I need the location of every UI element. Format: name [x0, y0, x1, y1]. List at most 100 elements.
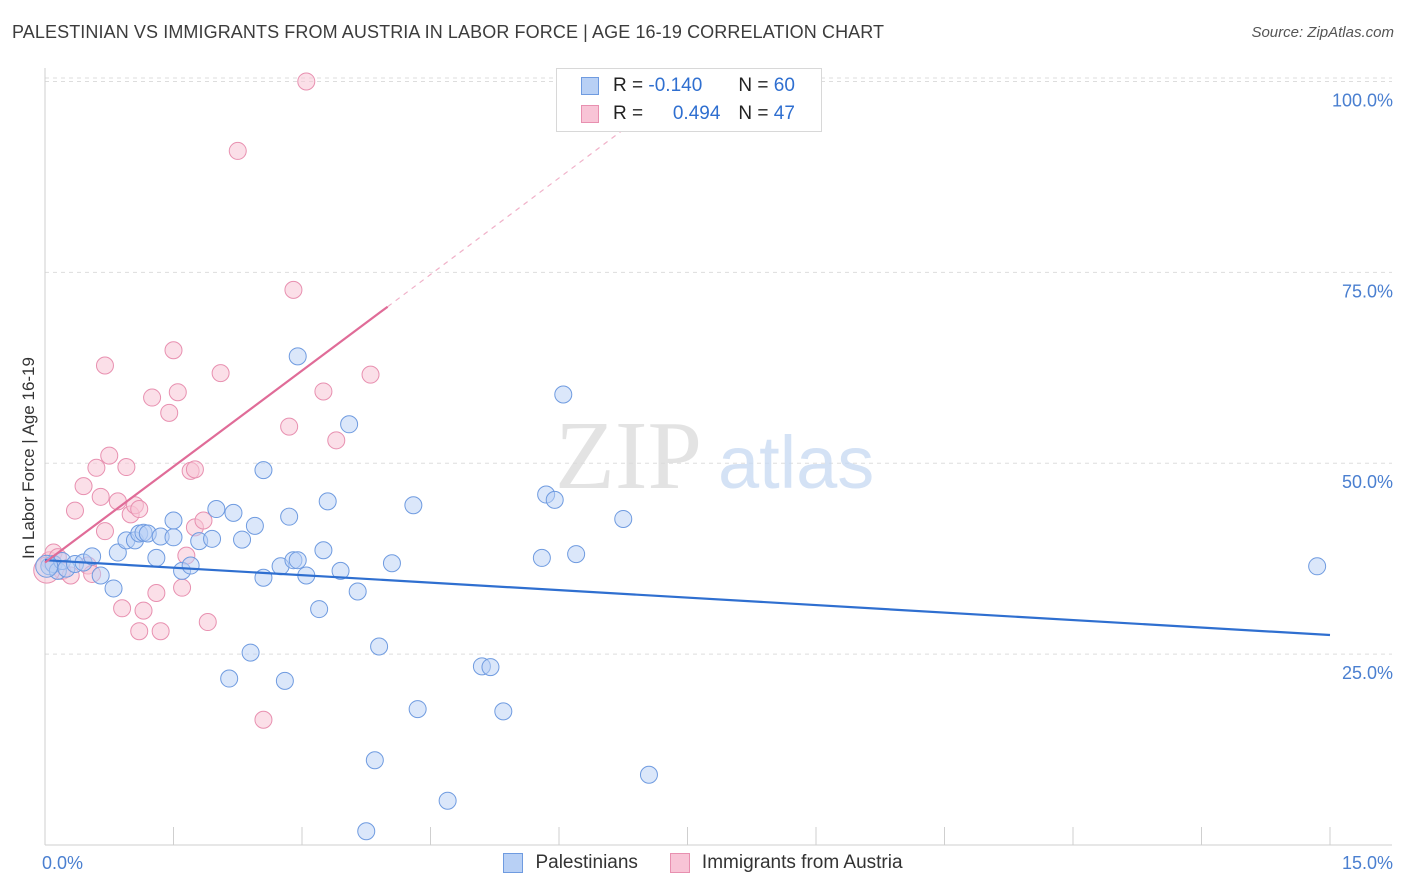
data-point-palestinian	[245, 516, 264, 535]
data-point-austria	[228, 141, 247, 160]
data-point-palestinian	[224, 503, 243, 522]
data-point-palestinian	[181, 556, 200, 575]
data-point-palestinian	[408, 700, 427, 719]
data-point-austria	[280, 417, 299, 436]
x-tick-label: 0.0%	[42, 853, 83, 873]
data-point-austria	[134, 601, 153, 620]
watermark-atlas: atlas	[718, 421, 874, 504]
y-axis-label: In Labor Force | Age 16-19	[19, 357, 38, 559]
legend-swatch-pink	[669, 853, 690, 873]
data-point-palestinian-cluster	[35, 554, 59, 578]
data-point-austria	[113, 599, 132, 618]
y-tick-label: 25.0%	[1342, 663, 1393, 683]
data-point-austria	[173, 578, 192, 597]
data-point-austria	[198, 613, 217, 632]
data-point-palestinian	[241, 643, 260, 662]
data-point-austria	[168, 383, 187, 402]
data-point-palestinian	[275, 671, 294, 690]
legend-r-value: -0.140	[648, 75, 703, 96]
legend-r-label: R =	[613, 103, 644, 124]
y-tick-label: 75.0%	[1342, 281, 1393, 301]
data-point-austria	[95, 522, 114, 541]
data-point-palestinian	[207, 500, 226, 519]
data-point-palestinian	[233, 530, 252, 549]
legend-n-value: 47	[773, 103, 795, 124]
data-point-palestinian	[614, 509, 633, 528]
data-point-palestinian	[164, 511, 183, 530]
data-point-palestinian	[567, 545, 586, 564]
data-point-austria	[185, 460, 204, 479]
data-point-palestinian	[340, 415, 359, 434]
data-point-palestinian	[280, 507, 299, 526]
data-point-palestinian	[83, 547, 102, 566]
source-label: Source: ZipAtlas.com	[1251, 24, 1394, 41]
chart-title: PALESTINIAN VS IMMIGRANTS FROM AUSTRIA I…	[12, 22, 885, 42]
legend-label-palestinians: Palestinians	[535, 852, 638, 873]
data-point-palestinian	[1308, 557, 1327, 576]
legend-r-label: R =	[613, 75, 644, 96]
data-point-palestinian	[348, 582, 367, 601]
data-point-palestinian	[494, 702, 513, 721]
data-point-palestinian	[288, 551, 307, 570]
legend-row-palestinians: R = -0.140 N = 60	[581, 73, 795, 99]
legend-swatch-pink	[581, 105, 599, 123]
data-point-austria	[147, 584, 166, 603]
data-point-palestinian	[164, 528, 183, 547]
legend-r-value: 0.494	[672, 103, 721, 124]
data-point-austria	[87, 458, 106, 477]
legend-n-label: N =	[738, 75, 769, 96]
data-point-palestinian	[331, 561, 350, 580]
data-point-palestinian	[545, 490, 564, 509]
legend-item-austria[interactable]: Immigrants from Austria	[669, 852, 903, 874]
data-point-palestinian	[357, 822, 376, 841]
legend-n-label: N =	[738, 103, 769, 124]
trend-lines	[44, 80, 1331, 637]
data-point-palestinian	[532, 548, 551, 567]
data-point-austria	[130, 500, 149, 519]
data-point-palestinian	[203, 529, 222, 548]
data-point-palestinian	[147, 548, 166, 567]
y-tick-label: 50.0%	[1342, 472, 1393, 492]
data-point-austria	[95, 356, 114, 375]
legend-item-palestinians[interactable]: Palestinians	[503, 852, 638, 874]
legend-swatch-blue	[503, 853, 524, 873]
data-point-palestinian	[438, 791, 457, 810]
stats-legend: R = -0.140 N = 60 R = 0.494 N = 47	[556, 68, 822, 132]
data-point-austria	[211, 364, 230, 383]
data-point-palestinian	[382, 554, 401, 573]
data-point-austria	[254, 710, 273, 729]
data-point-palestinian	[481, 658, 500, 677]
data-point-palestinian	[310, 600, 329, 619]
data-point-austria	[143, 388, 162, 407]
legend-row-austria: R = 0.494 N = 47	[581, 101, 795, 127]
data-point-austria	[130, 622, 149, 641]
watermark: ZIP atlas	[555, 402, 874, 510]
data-point-palestinian	[91, 566, 110, 585]
legend-n-value: 60	[773, 75, 795, 96]
data-point-austria	[194, 511, 213, 530]
data-point-palestinian	[370, 637, 389, 656]
tick-labels: 25.0% 50.0% 75.0% 100.0% 0.0% 15.0% In Labor F…	[19, 90, 1393, 873]
data-point-palestinian	[639, 765, 658, 784]
data-point-austria	[297, 72, 316, 91]
data-point-austria	[284, 280, 303, 299]
data-point-austria	[361, 365, 380, 384]
data-point-palestinian	[104, 579, 123, 598]
x-tick-label: 15.0%	[1342, 853, 1393, 873]
grid-layer	[45, 77, 1392, 655]
data-point-palestinian	[108, 543, 127, 562]
data-point-palestinian	[404, 496, 423, 515]
trend-line-palestinians	[44, 559, 1331, 637]
data-point-austria	[100, 446, 119, 465]
palestinian-points	[35, 347, 1327, 841]
legend-swatch-blue	[581, 77, 599, 95]
data-point-austria	[74, 477, 93, 496]
trend-line-austria	[44, 305, 389, 564]
legend-label-austria: Immigrants from Austria	[701, 852, 903, 873]
data-point-austria	[117, 458, 136, 477]
austria-points	[33, 72, 380, 729]
data-point-palestinian	[254, 461, 273, 480]
watermark-zip: ZIP	[555, 402, 702, 510]
y-tick-label: 100.0%	[1332, 90, 1393, 110]
